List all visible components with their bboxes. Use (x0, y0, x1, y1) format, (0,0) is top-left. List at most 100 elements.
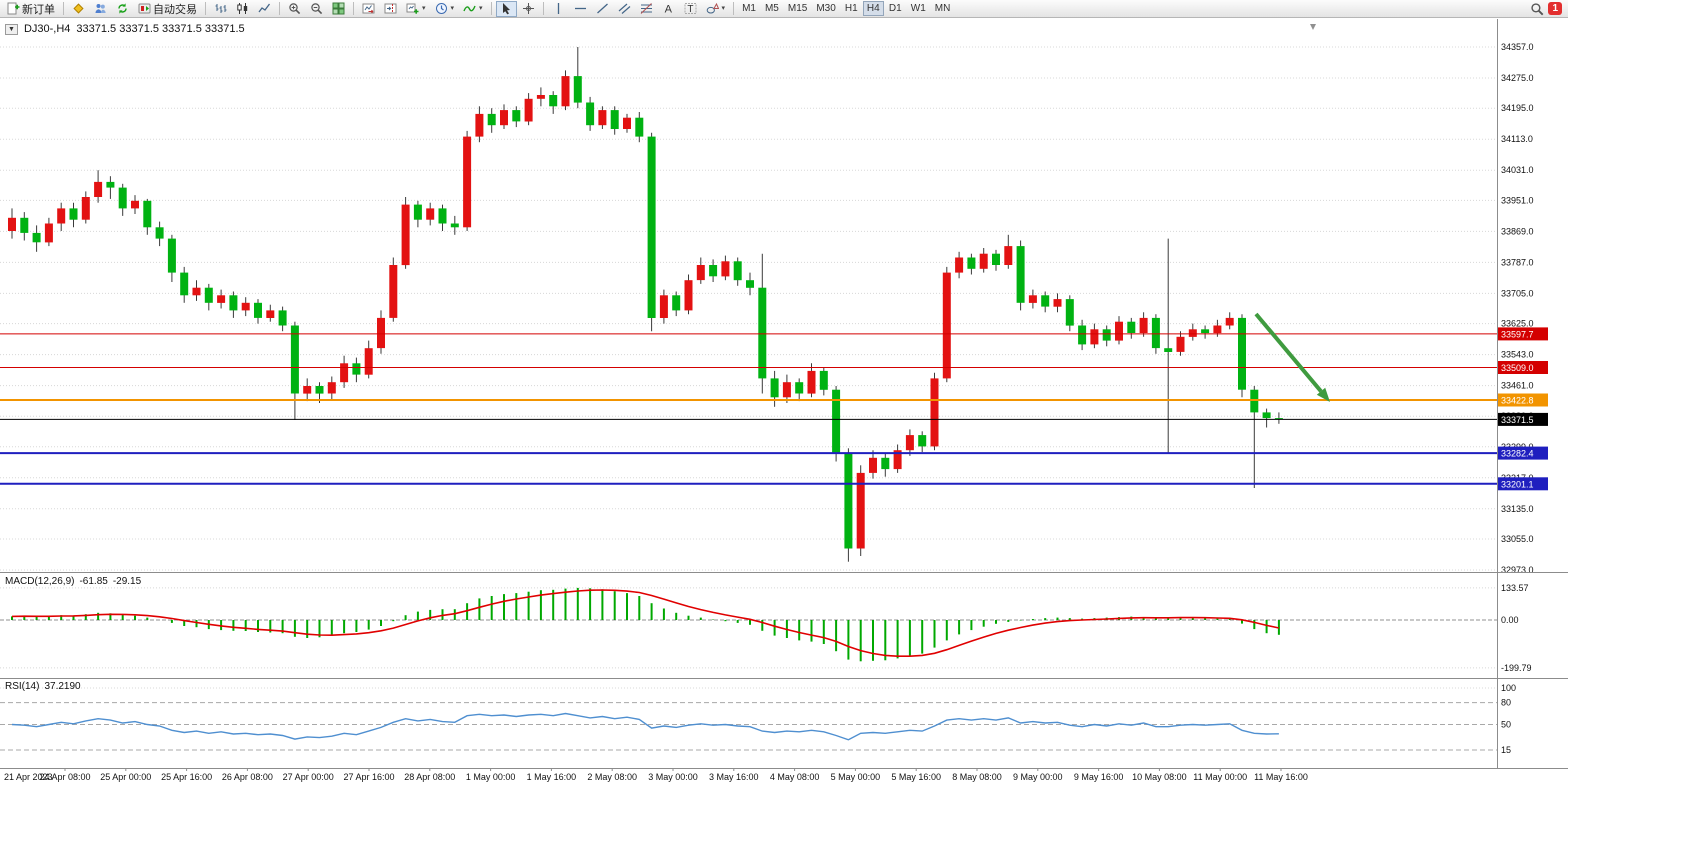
trendline-icon (596, 3, 608, 14)
price-level-badge[interactable] (1498, 327, 1548, 341)
tile-windows-button[interactable] (328, 1, 349, 17)
candle-body (1065, 299, 1074, 326)
time-axis-label: 8 May 08:00 (952, 772, 1002, 782)
timeframe-h1-button[interactable]: H1 (841, 1, 862, 16)
cursor-icon (502, 3, 510, 15)
candle-body (955, 257, 964, 273)
bar-chart-type-button[interactable] (210, 1, 231, 17)
zoom-out-button[interactable] (306, 1, 327, 17)
zoom-in-button[interactable] (284, 1, 305, 17)
price-level-badge-text: 33597.7 (1501, 329, 1534, 339)
price-level-badge[interactable] (1498, 477, 1548, 491)
horizontal-line-button[interactable] (570, 1, 591, 17)
candle-body (844, 454, 853, 549)
search-icon[interactable] (1530, 2, 1544, 16)
candle-body (20, 217, 29, 233)
timeframe-h4-button[interactable]: H4 (862, 1, 884, 16)
chart-shift-button[interactable] (380, 1, 401, 17)
candle-body (413, 204, 422, 220)
shapes-button[interactable]: ▾ (702, 1, 730, 17)
chart-header: ▼ DJ30-,H4 33371.5 33371.5 33371.5 33371… (5, 23, 245, 35)
candle-body (364, 348, 373, 375)
candle-body (155, 227, 164, 239)
fibonacci-icon (640, 3, 652, 14)
ohlc-label: 33371.5 33371.5 33371.5 33371.5 (76, 23, 245, 35)
price-tick-label: 33705.0 (1501, 288, 1534, 298)
cursor-button[interactable] (495, 0, 517, 17)
candle-body (303, 386, 312, 394)
auto-scroll-button[interactable] (358, 1, 379, 17)
candle-body (463, 136, 472, 228)
tile-windows-icon (332, 2, 345, 15)
crosshair-button[interactable] (518, 1, 539, 17)
line-chart-type-button[interactable] (254, 1, 275, 17)
candle-body (832, 389, 841, 454)
candle-body (204, 287, 213, 303)
timeframe-m1-button[interactable]: M1 (738, 1, 760, 16)
candle-body (721, 261, 730, 277)
macd-tick-label: -199.79 (1501, 663, 1532, 673)
price-level-badge[interactable] (1498, 361, 1548, 374)
candle-body (881, 457, 890, 470)
timeframe-m30-button[interactable]: M30 (812, 1, 839, 16)
refresh-button[interactable] (112, 1, 133, 17)
horizontal-line-icon (574, 7, 586, 10)
candle-body (229, 295, 238, 311)
candle-body (1115, 321, 1123, 341)
periods-button[interactable]: ▾ (431, 1, 459, 17)
timeframe-w1-button[interactable]: W1 (907, 1, 930, 16)
metaeditor-button[interactable] (68, 1, 89, 17)
candle-body (979, 253, 988, 269)
timeframe-mn-button[interactable]: MN (931, 1, 955, 16)
chart-canvas[interactable]: 34357.0 34275.0 34195.0 34113.0 34031.0 33951… (0, 0, 1568, 790)
macd-tick-label: 133.57 (1501, 583, 1529, 593)
main-toolbar: 新订单 自动交易 (0, 0, 1568, 18)
time-axis-label: 11 May 00:00 (1193, 772, 1247, 782)
candlestick-type-button[interactable] (232, 1, 253, 17)
time-axis-label: 24 Apr 08:00 (39, 772, 90, 782)
candle-body (782, 382, 791, 398)
macd-value: -61.85 (79, 576, 108, 587)
fibonacci-button[interactable] (636, 1, 657, 17)
auto-scroll-icon (362, 3, 375, 14)
candle-body (1213, 325, 1222, 334)
candle-body (623, 117, 631, 129)
indicators-button[interactable]: ▾ (459, 1, 487, 17)
profiles-button[interactable] (90, 1, 111, 17)
timeframe-m5-button[interactable]: M5 (761, 1, 783, 16)
timeframe-m15-button[interactable]: M15 (784, 1, 811, 16)
mt4-window: 新订单 自动交易 (0, 0, 1568, 790)
autotrading-button[interactable]: 自动交易 (134, 1, 201, 17)
time-axis-label: 1 May 00:00 (466, 772, 516, 782)
trend-arrow[interactable] (1254, 312, 1323, 393)
timeframe-d1-button[interactable]: D1 (885, 1, 906, 16)
toolbar-separator (205, 2, 206, 15)
new-order-button[interactable]: 新订单 (3, 1, 59, 17)
chart-collapse-icon[interactable]: ▼ (5, 23, 18, 35)
candle-body (180, 272, 189, 296)
trendline-button[interactable] (592, 1, 613, 17)
toolbar-separator (733, 2, 735, 15)
candle-body (278, 310, 287, 326)
notification-badge[interactable]: 1 (1548, 2, 1562, 15)
chart-shift-marker[interactable] (1310, 24, 1316, 30)
candle-body (1078, 325, 1087, 345)
label-tool-button[interactable]: T (680, 1, 701, 17)
refresh-icon (118, 3, 127, 14)
trend-arrow-head[interactable] (1316, 387, 1330, 402)
candle-body (1176, 336, 1185, 352)
vertical-line-button[interactable] (548, 1, 569, 17)
caret-down-icon: ▾ (721, 5, 726, 12)
price-level-badge[interactable] (1498, 446, 1548, 460)
new-chart-button[interactable]: ▾ (402, 1, 430, 17)
channel-button[interactable] (614, 1, 635, 17)
text-tool-button[interactable]: A (658, 1, 679, 17)
candle-body (672, 295, 681, 311)
candle-body (770, 378, 779, 398)
time-axis-label: 27 Apr 00:00 (283, 772, 334, 782)
candle-body (487, 113, 496, 126)
candle-body (290, 325, 299, 394)
price-level-badge[interactable] (1498, 393, 1548, 407)
candle-body (684, 280, 693, 311)
candle-body (869, 457, 877, 473)
